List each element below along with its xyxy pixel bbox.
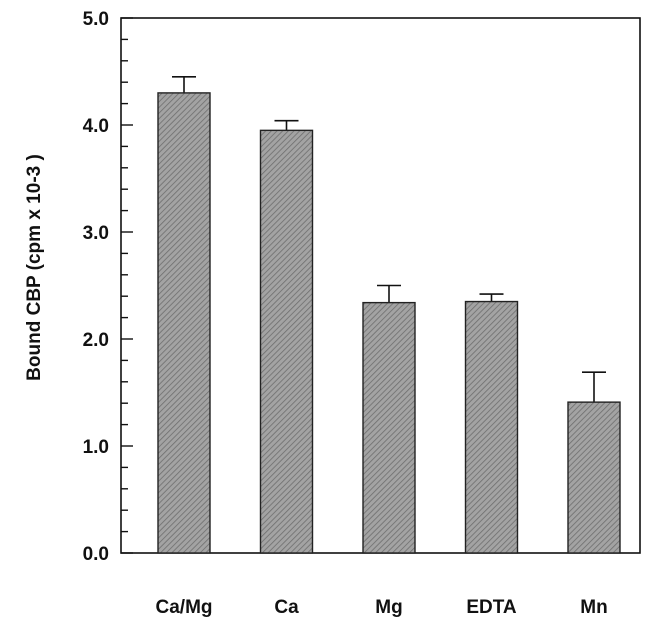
y-tick-label: 5.0	[83, 9, 109, 30]
bar	[567, 401, 621, 554]
y-tick-label: 4.0	[83, 116, 109, 137]
y-tick-label: 0.0	[83, 544, 109, 565]
x-axis: Ca/Mg Ca Mg EDTA Mn	[156, 597, 608, 618]
bar-group	[157, 76, 211, 554]
y-tick-label: 2.0	[83, 330, 109, 351]
bar	[157, 92, 211, 554]
x-tick-label: Mg	[375, 597, 402, 618]
y-axis-label: Bound CBP (cpm x 10-3 )	[24, 154, 45, 381]
bar-group	[464, 293, 519, 554]
bar	[259, 129, 314, 554]
bars	[157, 76, 621, 554]
bar-group	[259, 119, 314, 554]
bar-group	[567, 371, 621, 554]
y-axis: 0.0 1.0 2.0 3.0 4.0 5.0	[83, 9, 133, 565]
y-tick-label: 1.0	[83, 437, 109, 458]
x-tick-label: Ca/Mg	[156, 597, 213, 618]
bar	[464, 300, 519, 554]
bar	[362, 301, 416, 554]
y-tick-label: 3.0	[83, 223, 109, 244]
x-tick-label: Mn	[580, 597, 607, 618]
bar-group	[362, 284, 416, 554]
x-tick-label: EDTA	[466, 597, 517, 618]
x-tick-label: Ca	[274, 597, 299, 618]
